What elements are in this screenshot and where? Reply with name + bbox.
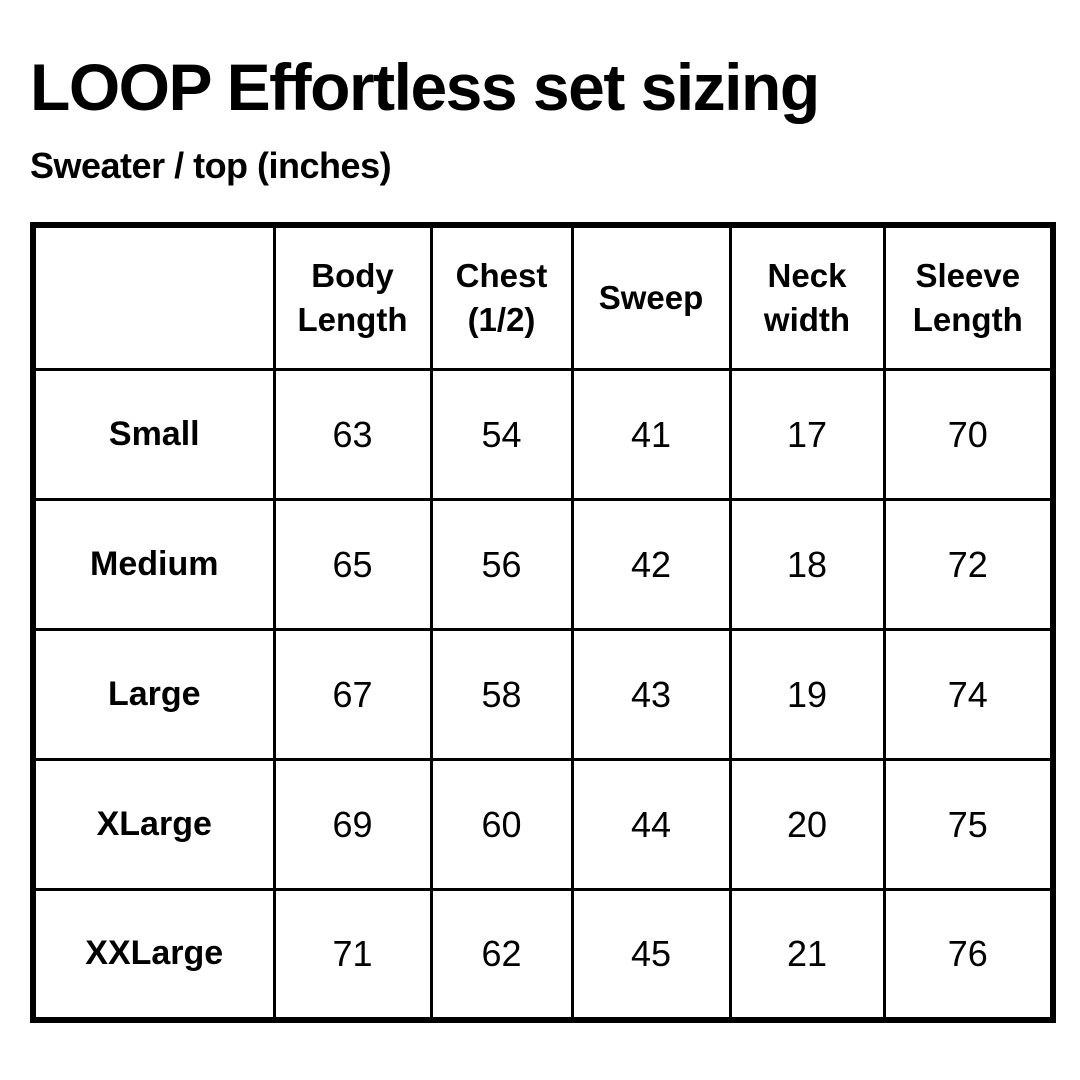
table-row-xxlarge: XXLarge 71 62 45 21 76: [31, 888, 1055, 1022]
value-cell: 18: [728, 498, 886, 632]
value-cell: 65: [272, 498, 433, 632]
value-cell: 71: [272, 888, 433, 1022]
value-cell: 20: [728, 758, 886, 892]
table-row-large: Large 67 58 43 19 74: [31, 628, 1055, 762]
value-cell: 44: [570, 758, 732, 892]
size-label: Small: [31, 368, 276, 502]
value-cell: 21: [728, 888, 886, 1022]
value-cell: 62: [429, 888, 574, 1022]
value-cell: 45: [570, 888, 732, 1022]
value-cell: 17: [728, 368, 886, 502]
value-cell: 56: [429, 498, 574, 632]
corner-cell: [31, 223, 276, 372]
table-body: Small 63 54 41 17 70 Medium 65 56 42 18 …: [31, 368, 1055, 1022]
value-cell: 54: [429, 368, 574, 502]
value-cell: 76: [882, 888, 1055, 1022]
value-cell: 43: [570, 628, 732, 762]
table-header: Body Length Chest (1/2) Sweep Neck width…: [31, 223, 1055, 372]
value-cell: 58: [429, 628, 574, 762]
value-cell: 67: [272, 628, 433, 762]
column-header-neck-width: Neck width: [728, 223, 886, 372]
header-row: Body Length Chest (1/2) Sweep Neck width…: [31, 223, 1055, 372]
page-title: LOOP Effortless set sizing: [30, 50, 820, 124]
value-cell: 74: [882, 628, 1055, 762]
value-cell: 69: [272, 758, 433, 892]
value-cell: 42: [570, 498, 732, 632]
value-cell: 72: [882, 498, 1055, 632]
sizing-table: Body Length Chest (1/2) Sweep Neck width…: [30, 221, 1056, 1023]
page-subtitle: Sweater / top (inches): [30, 145, 392, 186]
column-header-sleeve-length: Sleeve Length: [882, 223, 1055, 372]
value-cell: 63: [272, 368, 433, 502]
size-label: Large: [31, 628, 276, 762]
value-cell: 19: [728, 628, 886, 762]
column-header-body-length: Body Length: [272, 223, 433, 372]
value-cell: 75: [882, 758, 1055, 892]
column-header-chest: Chest (1/2): [429, 223, 574, 372]
size-label: Medium: [31, 498, 276, 632]
value-cell: 41: [570, 368, 732, 502]
page-content: LOOP Effortless set sizing Sweater / top…: [0, 54, 1080, 1023]
size-label: XLarge: [31, 758, 276, 892]
value-cell: 60: [429, 758, 574, 892]
size-label: XXLarge: [31, 888, 276, 1022]
value-cell: 70: [882, 368, 1055, 502]
table-row-medium: Medium 65 56 42 18 72: [31, 498, 1055, 632]
column-header-sweep: Sweep: [570, 223, 732, 372]
table-row-small: Small 63 54 41 17 70: [31, 368, 1055, 502]
table-row-xlarge: XLarge 69 60 44 20 75: [31, 758, 1055, 892]
